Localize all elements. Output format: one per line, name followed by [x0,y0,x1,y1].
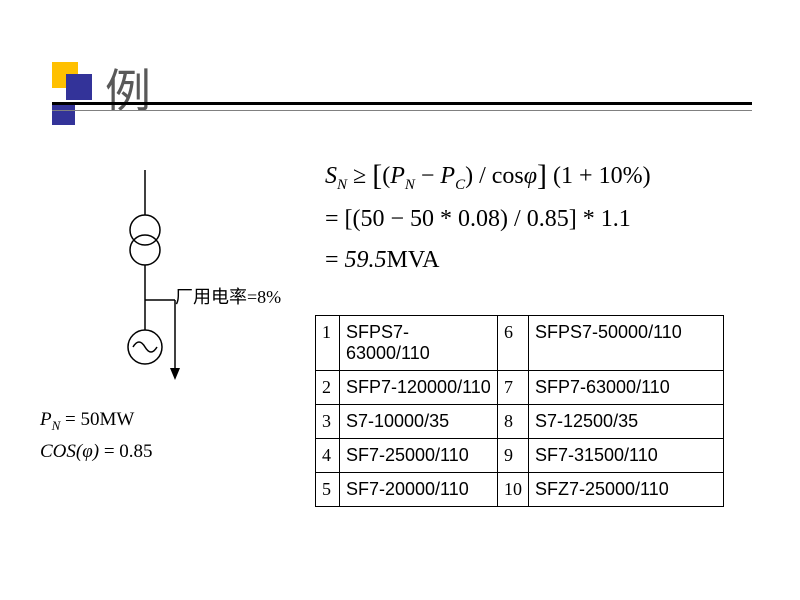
decoration-square-blue-top [66,74,92,100]
transformer-model: SFP7-63000/110 [529,371,724,405]
row-index: 7 [498,371,529,405]
transformer-model: SF7-31500/110 [529,439,724,473]
transformer-model: SFPS7-50000/110 [529,316,724,371]
transformer-model: S7-12500/35 [529,405,724,439]
transformer-model: S7-10000/35 [340,405,498,439]
factory-usage-label: 厂用电率=8% [175,283,281,309]
table-row: 2SFP7-120000/1107SFP7-63000/110 [316,371,724,405]
slide-title: 例 [105,55,151,121]
table-row: 5SF7-20000/11010SFZ7-25000/110 [316,473,724,507]
param-cosphi: COS(φ) = 0.85 [40,437,153,467]
transformer-model: SFPS7-63000/110 [340,316,498,371]
row-index: 5 [316,473,340,507]
formula-line-2: = [(50 − 50 * 0.08) / 0.85] * 1.1 [325,199,651,240]
formula-line-3: = 59.5MVA [325,240,651,281]
param-pn: PN = 50MW [40,405,153,437]
row-index: 4 [316,439,340,473]
row-index: 8 [498,405,529,439]
title-rule-thin [52,110,752,111]
transformer-model: SFZ7-25000/110 [529,473,724,507]
transformer-model: SF7-20000/110 [340,473,498,507]
table-row: 4SF7-25000/1109SF7-31500/110 [316,439,724,473]
capacity-formula: SN ≥ [(PN − PC) / cosφ] (1 + 10%) = [(50… [325,148,651,281]
row-index: 6 [498,316,529,371]
transformer-selection-table: 1SFPS7-63000/1106SFPS7-50000/1102SFP7-12… [315,315,724,507]
row-index: 10 [498,473,529,507]
row-index: 1 [316,316,340,371]
transformer-model: SFP7-120000/110 [340,371,498,405]
title-rule-thick [52,102,752,105]
row-index: 3 [316,405,340,439]
generator-parameters: PN = 50MW COS(φ) = 0.85 [40,405,153,467]
table-row: 3S7-10000/358S7-12500/35 [316,405,724,439]
table-row: 1SFPS7-63000/1106SFPS7-50000/110 [316,316,724,371]
row-index: 2 [316,371,340,405]
transformer-model: SF7-25000/110 [340,439,498,473]
formula-line-1: SN ≥ [(PN − PC) / cosφ] (1 + 10%) [325,148,651,199]
row-index: 9 [498,439,529,473]
decoration-square-blue-bottom [52,102,75,125]
